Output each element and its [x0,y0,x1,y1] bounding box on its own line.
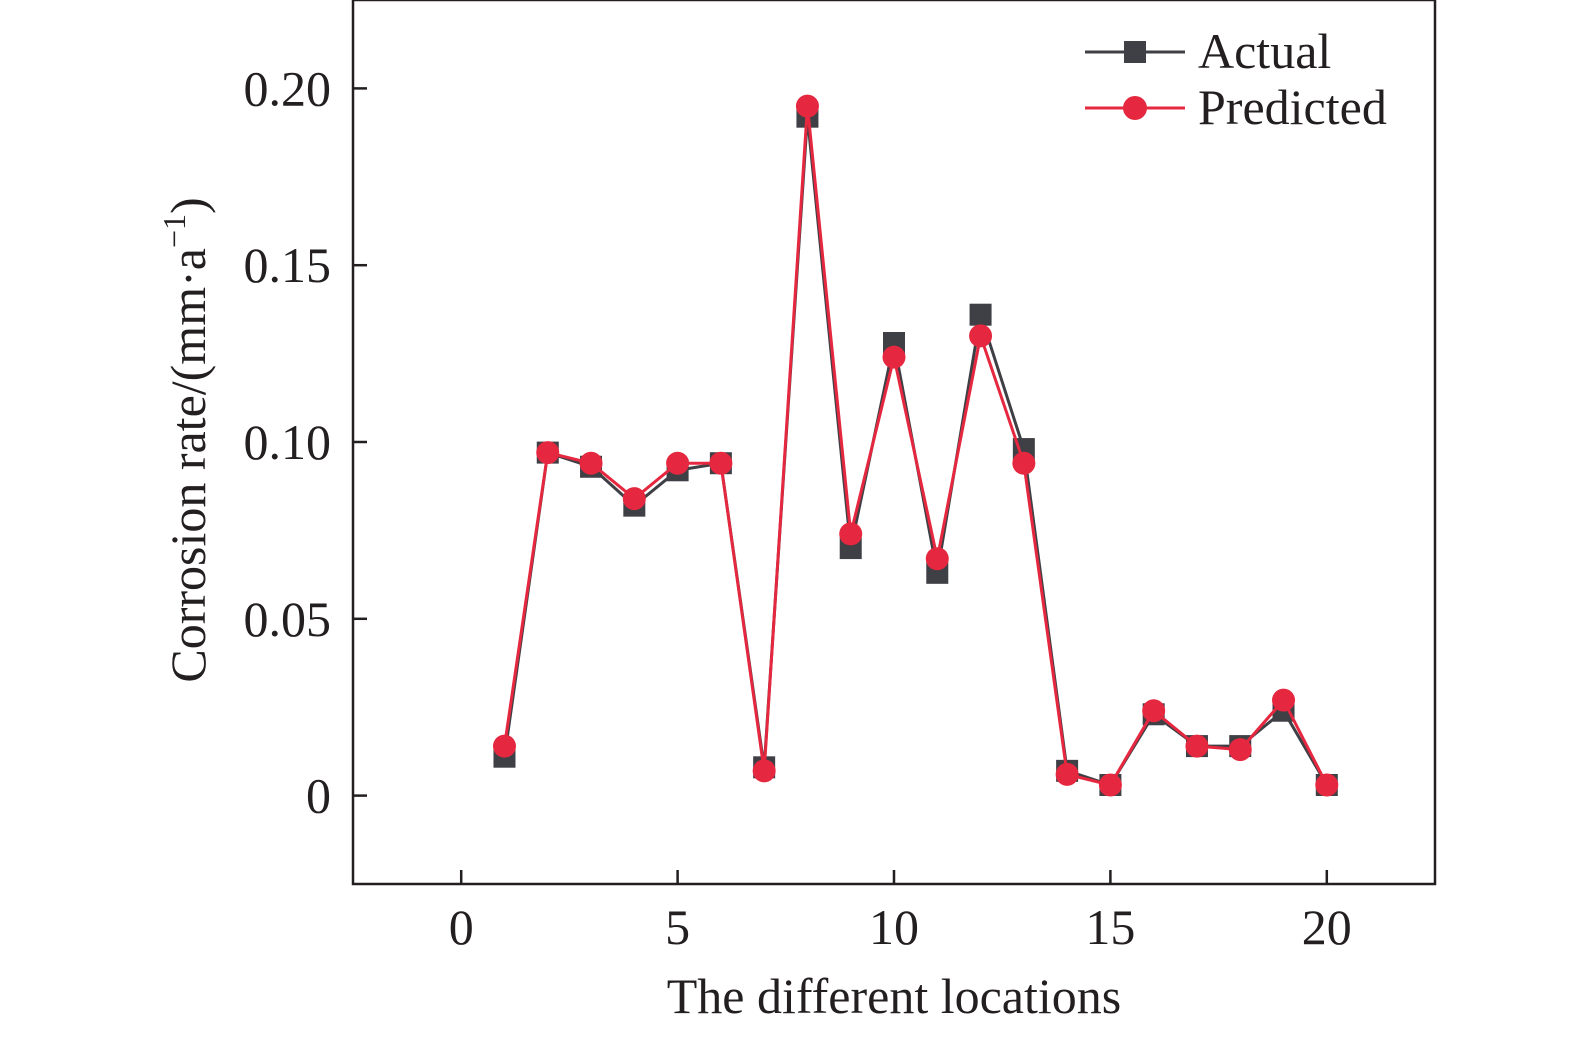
y-axis: 0 0.05 0.10 0.15 0.20 [244,60,367,824]
data-point-predicted [1185,734,1209,758]
y-tick-label: 0.10 [244,414,332,470]
x-tick-label: 10 [869,899,919,955]
y-tick-label: 0.05 [244,591,332,647]
y-tick-label: 0.20 [244,60,332,116]
series-layer [492,94,1339,797]
data-point-predicted [1055,762,1079,786]
x-tick-label: 0 [449,899,474,955]
legend-actual-marker [1124,41,1146,63]
data-point-predicted [752,759,776,783]
y-axis-title-main: Corrosion rate/(mm·a [160,248,216,683]
data-point-predicted [1142,699,1166,723]
x-tick-label: 20 [1302,899,1352,955]
y-axis-title: Corrosion rate/(mm·a−1) [156,197,216,682]
x-tick-label: 5 [665,899,690,955]
data-point-predicted [1098,773,1122,797]
y-axis-title-close: ) [160,197,216,214]
data-point-predicted [709,451,733,475]
data-point-predicted [1228,738,1252,762]
legend-predicted-marker [1123,96,1147,120]
data-point-predicted [882,345,906,369]
data-point-predicted [579,451,603,475]
y-tick-label: 0.15 [244,237,332,293]
data-point-actual [969,303,992,326]
series-predicted [492,94,1339,797]
data-point-predicted [839,522,863,546]
y-tick-label: 0 [306,768,331,824]
data-point-predicted [622,487,646,511]
data-point-predicted [925,547,949,571]
x-axis: 0 5 10 15 20 [449,870,1352,955]
data-point-predicted [969,324,993,348]
series-line-predicted [502,104,1329,787]
x-tick-label: 15 [1085,899,1135,955]
data-point-predicted [492,734,516,758]
data-point-predicted [536,441,560,465]
data-point-predicted [795,94,819,118]
data-point-predicted [666,451,690,475]
data-point-predicted [1272,688,1296,712]
legend-actual-label: Actual [1198,23,1331,79]
data-point-predicted [1315,773,1339,797]
legend: Actual Predicted [1085,23,1387,135]
data-point-predicted [1012,451,1036,475]
x-axis-title: The different locations [667,968,1121,1024]
y-axis-title-superscript: −1 [156,214,192,248]
legend-predicted-label: Predicted [1198,79,1387,135]
